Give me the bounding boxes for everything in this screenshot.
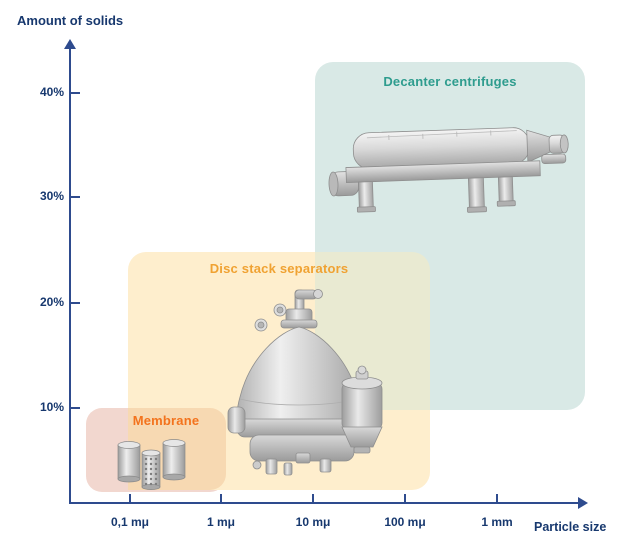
y-tick-label-40: 40% bbox=[39, 85, 64, 99]
x-tick-label-0-1mu: 0,1 mμ bbox=[110, 515, 150, 529]
y-tick-10 bbox=[71, 407, 80, 409]
y-tick-label-10: 10% bbox=[39, 400, 64, 414]
x-axis-title: Particle size bbox=[534, 520, 607, 534]
membrane-label: Membrane bbox=[132, 413, 200, 428]
x-tick-label-10mu: 10 mμ bbox=[295, 515, 331, 529]
y-tick-40 bbox=[71, 92, 80, 94]
x-tick-label-100mu: 100 mμ bbox=[384, 515, 426, 529]
y-axis-arrow-icon bbox=[64, 39, 76, 49]
y-axis-title: Amount of solids bbox=[17, 13, 124, 28]
y-tick-20 bbox=[71, 302, 80, 304]
membrane-modules-illustration bbox=[117, 439, 186, 490]
y-tick-label-30: 30% bbox=[39, 189, 64, 203]
y-tick-label-20: 20% bbox=[39, 295, 64, 309]
x-tick-10mu bbox=[312, 494, 314, 502]
decanter-centrifuge-illustration bbox=[328, 127, 569, 213]
x-tick-1mu bbox=[220, 494, 222, 502]
x-tick-label-1mu: 1 mμ bbox=[206, 515, 236, 529]
x-axis-arrow-icon bbox=[578, 497, 588, 509]
disc-stack-separators-label: Disc stack separators bbox=[209, 261, 349, 276]
decanter-centrifuges-label: Decanter centrifuges bbox=[383, 74, 517, 89]
disc-stack-separator-illustration bbox=[227, 289, 383, 476]
x-axis-line bbox=[69, 502, 581, 504]
y-axis-line bbox=[69, 48, 71, 504]
x-tick-100mu bbox=[404, 494, 406, 502]
x-tick-label-1mm: 1 mm bbox=[481, 515, 513, 529]
y-tick-30 bbox=[71, 196, 80, 198]
x-tick-0-1mu bbox=[129, 494, 131, 502]
x-tick-1mm bbox=[496, 494, 498, 502]
